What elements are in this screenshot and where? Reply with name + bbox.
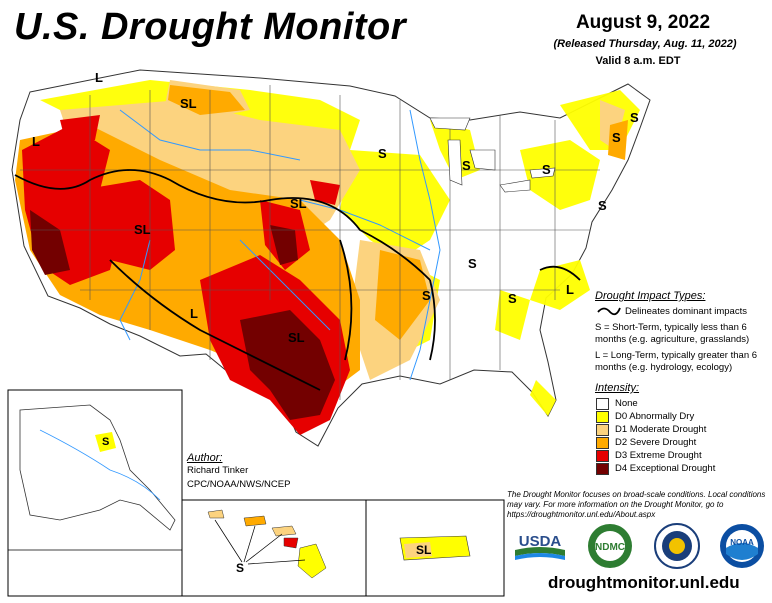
map-label: L bbox=[566, 282, 574, 297]
intensity-heading: Intensity: bbox=[595, 382, 640, 394]
great-lakes bbox=[429, 117, 556, 193]
author-heading: Author: bbox=[187, 452, 223, 464]
map-label: L bbox=[95, 70, 103, 85]
website-link[interactable]: droughtmonitor.unl.edu bbox=[548, 573, 740, 592]
map-labels: L SL L SL S S S S SL S L S SL S L S S bbox=[32, 70, 639, 345]
impact-types-heading: Drought Impact Types: bbox=[595, 290, 706, 302]
map-label: S bbox=[630, 110, 639, 125]
map-label: L bbox=[32, 134, 40, 149]
map-label: SL bbox=[180, 96, 197, 111]
legend-d0: D0 Abnormally Dry bbox=[615, 411, 695, 422]
puerto-rico-d1 bbox=[404, 542, 432, 558]
map-label: S bbox=[468, 256, 477, 271]
map-label: L bbox=[190, 306, 198, 321]
intensity-legend: None D0 Abnormally Dry D1 Moderate Droug… bbox=[596, 398, 771, 478]
swatch-none bbox=[596, 398, 609, 410]
impact-long-term-text: L = Long-Term, typically greater than 6 … bbox=[595, 350, 758, 373]
noaa-logo bbox=[720, 524, 764, 568]
drought-monitor-note: The Drought Monitor focuses on broad-sca… bbox=[507, 490, 766, 519]
state-lines bbox=[20, 85, 600, 400]
legend-d1: D1 Moderate Drought bbox=[615, 424, 707, 435]
map-label: SL bbox=[288, 330, 305, 345]
map-label: S bbox=[508, 291, 517, 306]
legend-d3: D3 Extreme Drought bbox=[615, 450, 702, 461]
ndmc-logo bbox=[588, 524, 632, 568]
d4-areas bbox=[30, 210, 335, 420]
map-label: S bbox=[462, 158, 471, 173]
map-label: S bbox=[422, 288, 431, 303]
map-label: S bbox=[378, 146, 387, 161]
legend-none: None bbox=[615, 398, 638, 409]
map-label: SL bbox=[416, 543, 431, 557]
usda-logo-text: USDA bbox=[519, 533, 562, 550]
rivers bbox=[119, 109, 441, 381]
release-date: (Released Thursday, Aug. 11, 2022) bbox=[553, 38, 737, 50]
map-label: S bbox=[542, 162, 551, 177]
impact-delineates-text: Delineates dominant impacts bbox=[625, 306, 747, 317]
map-label: SL bbox=[290, 196, 307, 211]
author-name: Richard Tinker bbox=[187, 465, 249, 476]
valid-time: Valid 8 a.m. EDT bbox=[595, 55, 681, 67]
map-label: S bbox=[612, 130, 621, 145]
commerce-seal-icon bbox=[654, 523, 700, 569]
hawaii-pointers bbox=[214, 519, 306, 565]
swatch-d2 bbox=[596, 437, 609, 449]
map-title: U.S. Drought Monitor bbox=[14, 6, 407, 48]
alaska-map bbox=[19, 404, 176, 531]
ndmc-logo-text: NDMC bbox=[595, 542, 625, 553]
swatch-d3 bbox=[596, 450, 609, 462]
delineation-line-icon bbox=[597, 307, 621, 316]
swatch-d1 bbox=[596, 424, 609, 436]
alaska-d0 bbox=[95, 432, 116, 452]
impact-lines bbox=[14, 169, 581, 391]
swatch-d4 bbox=[596, 463, 609, 475]
swatch-d0 bbox=[596, 411, 609, 423]
map-label: S bbox=[236, 561, 244, 575]
map-label: S bbox=[598, 198, 607, 213]
map-label: S bbox=[102, 436, 109, 448]
legend-d4: D4 Exceptional Drought bbox=[615, 463, 716, 474]
map-date: August 9, 2022 bbox=[575, 12, 711, 33]
noaa-logo-text: NOAA bbox=[730, 538, 754, 547]
impact-short-term-text: S = Short-Term, typically less than 6 mo… bbox=[595, 322, 750, 345]
usda-logo bbox=[515, 532, 565, 560]
alaska-rivers bbox=[39, 429, 161, 501]
author-org: CPC/NOAA/NWS/NCEP bbox=[187, 479, 291, 490]
hawaii-islands bbox=[207, 509, 327, 579]
map-label: SL bbox=[134, 222, 151, 237]
legend-d2: D2 Severe Drought bbox=[615, 437, 697, 448]
